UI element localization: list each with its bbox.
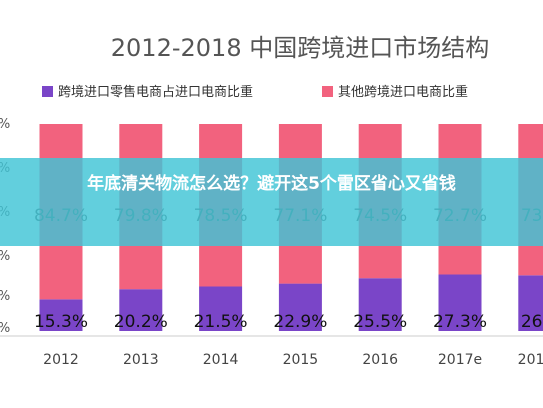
legend-swatch-retail xyxy=(42,86,53,97)
x-tick-label: 2014 xyxy=(203,352,239,368)
bar-retail-share xyxy=(39,299,83,331)
data-label-retail: 21.5% xyxy=(194,312,248,332)
data-label-retail: 25.5% xyxy=(353,312,407,332)
x-tick-label: 2013 xyxy=(123,352,159,368)
legend-label-retail: 跨境进口零售电商占进口电商比重 xyxy=(58,84,253,100)
x-tick-label: 2012 xyxy=(43,352,79,368)
data-label-retail: 26.9 xyxy=(521,312,543,332)
overlay-banner[interactable] xyxy=(0,158,543,246)
chart-title: 2012-2018 中国跨境进口市场结构 xyxy=(111,34,489,62)
bar-retail-share xyxy=(278,283,322,331)
x-tick-label: 2018e xyxy=(518,352,543,368)
bar-retail-share xyxy=(119,289,163,331)
y-tick-fragment: % xyxy=(0,117,10,132)
bar-retail-share xyxy=(199,286,243,331)
data-label-retail: 20.2% xyxy=(114,312,168,332)
x-axis-labels: 2012 2013 2014 2015 2016 2017e 2018e xyxy=(43,352,543,368)
data-label-retail: 15.3% xyxy=(34,312,88,332)
data-label-retail: 22.9% xyxy=(273,312,327,332)
overlay-banner-text[interactable]: 年底清关物流怎么选？避开这5个雷区省心又省钱 xyxy=(87,174,456,194)
y-tick-fragment: % xyxy=(0,289,10,304)
y-tick-fragment: % xyxy=(0,321,10,336)
x-tick-label: 2017e xyxy=(438,352,482,368)
legend-swatch-other xyxy=(322,86,333,97)
bar-retail-share xyxy=(518,275,543,331)
y-tick-fragment: % xyxy=(0,249,10,264)
chart-legend: 跨境进口零售电商占进口电商比重 其他跨境进口电商比重 xyxy=(42,84,468,100)
legend-label-other: 其他跨境进口电商比重 xyxy=(338,84,468,100)
bar-retail-share xyxy=(358,278,402,331)
x-tick-label: 2016 xyxy=(362,352,398,368)
bar-retail-share xyxy=(438,274,482,331)
data-label-retail: 27.3% xyxy=(433,312,487,332)
x-tick-label: 2015 xyxy=(283,352,319,368)
